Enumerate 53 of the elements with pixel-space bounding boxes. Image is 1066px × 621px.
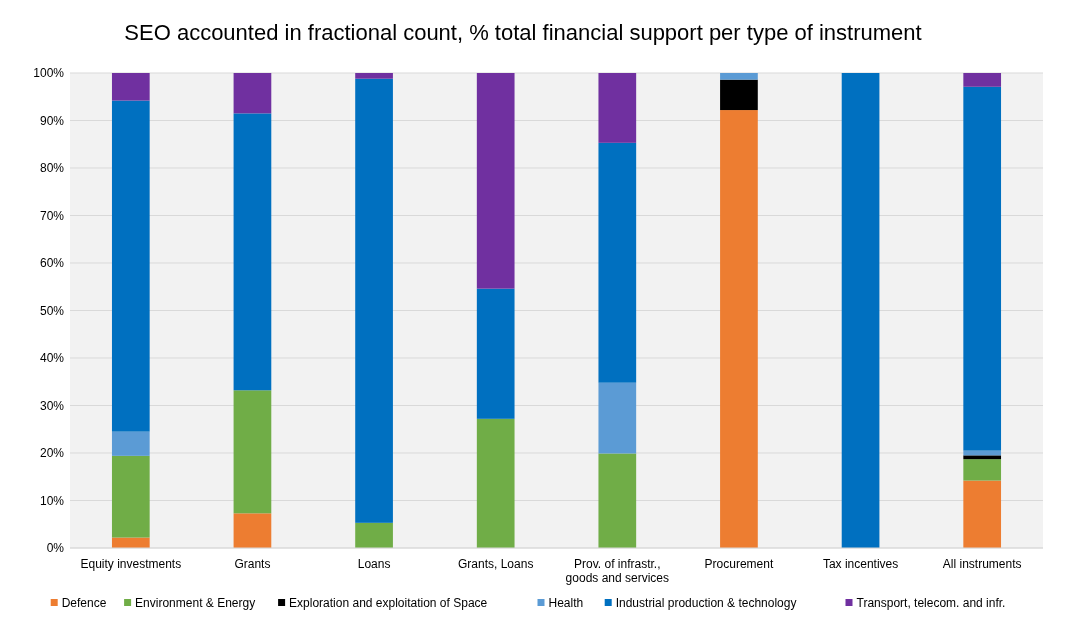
- x-tick-label: Loans: [357, 557, 391, 571]
- bar: [111, 455, 150, 538]
- x-tick-label: Procurement: [704, 557, 774, 571]
- x-tick-label: Grants: [234, 557, 271, 571]
- y-tick-label: 30%: [39, 398, 65, 413]
- bar: [963, 459, 1002, 481]
- chart-title: SEO accounted in fractional count, % total financial support per type of instrument: [124, 20, 922, 45]
- y-tick-label: 100%: [33, 66, 65, 81]
- bar: [111, 431, 150, 456]
- bar: [963, 73, 1002, 87]
- bar: [963, 86, 1002, 451]
- y-tick-label: 80%: [39, 161, 65, 176]
- legend-label: Defence: [61, 595, 107, 610]
- y-tick-label: 0%: [46, 541, 65, 556]
- bar: [598, 73, 637, 143]
- y-tick-label: 20%: [39, 446, 65, 461]
- x-tick-label: Prov. of infrastr., goods and services: [565, 557, 670, 585]
- bar: [233, 390, 272, 514]
- bar: [963, 455, 1002, 460]
- x-tick-label: Grants, Loans: [458, 557, 534, 571]
- y-tick-label: 90%: [39, 113, 65, 128]
- bar: [355, 522, 393, 548]
- bar: [233, 73, 272, 114]
- y-tick-label: 40%: [39, 351, 65, 366]
- bar: [476, 418, 515, 548]
- bar: [111, 73, 150, 101]
- bar: [720, 110, 758, 548]
- bar: [841, 73, 880, 548]
- x-tick-label: All instruments: [942, 557, 1022, 571]
- legend-label: Transport, telecom. and infr.: [856, 595, 1006, 610]
- bar: [355, 73, 393, 79]
- bar: [355, 78, 393, 523]
- bar: [476, 288, 515, 419]
- y-tick-label: 50%: [39, 303, 65, 318]
- y-tick-label: 70%: [39, 208, 65, 223]
- y-tick-label: 10%: [39, 493, 65, 508]
- legend-label: Health: [548, 595, 584, 610]
- bar: [233, 113, 272, 391]
- x-tick-label: Tax incentives: [822, 557, 899, 571]
- bar: [963, 480, 1002, 548]
- legend-label: Exploration and exploitation of Space: [289, 595, 488, 610]
- bar: [720, 73, 758, 80]
- x-tick-label: Equity investments: [80, 557, 182, 571]
- bar: [598, 382, 637, 454]
- bar: [598, 142, 637, 383]
- legend-label: Industrial production & technology: [615, 595, 797, 610]
- bar: [111, 100, 150, 432]
- bar: [233, 513, 272, 548]
- bar: [720, 79, 758, 111]
- bar: [598, 453, 637, 548]
- bar: [476, 73, 515, 289]
- legend-label: Environment & Energy: [135, 595, 256, 610]
- y-tick-label: 60%: [39, 256, 65, 271]
